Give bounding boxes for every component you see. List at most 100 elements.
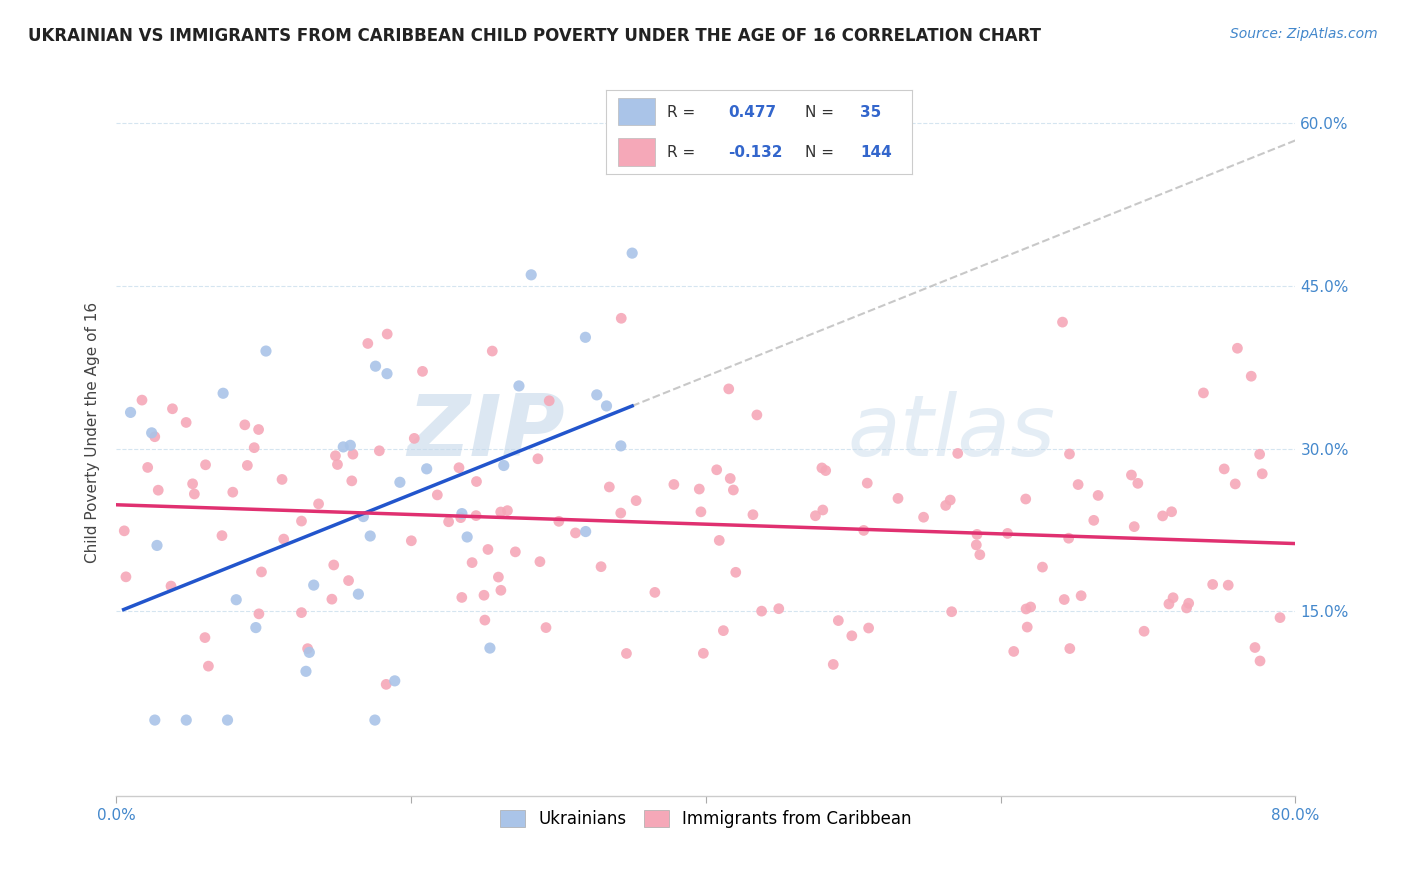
Point [1015, 602, 1038, 616]
Point [247, 607, 270, 621]
Point [852, 524, 875, 538]
Point [1177, 596, 1199, 610]
Point [1161, 591, 1184, 605]
Point [404, 431, 426, 445]
Point [1226, 341, 1249, 355]
Point [143, 430, 166, 444]
Text: UKRAINIAN VS IMMIGRANTS FROM CARIBBEAN CHILD POVERTY UNDER THE AGE OF 16 CORRELA: UKRAINIAN VS IMMIGRANTS FROM CARIBBEAN C… [28, 27, 1040, 45]
Point [250, 565, 273, 579]
Point [489, 505, 512, 519]
Point [610, 506, 633, 520]
Point [245, 621, 267, 635]
Point [450, 591, 472, 605]
Point [492, 458, 515, 473]
Point [935, 499, 957, 513]
Point [1002, 644, 1025, 658]
Point [222, 485, 245, 500]
Point [997, 526, 1019, 541]
Point [217, 713, 239, 727]
Point [197, 659, 219, 673]
Point [302, 578, 325, 592]
Point [352, 509, 374, 524]
Point [342, 447, 364, 461]
Point [724, 566, 747, 580]
Point [481, 344, 503, 359]
Point [401, 533, 423, 548]
Point [1160, 505, 1182, 519]
Text: atlas: atlas [848, 391, 1056, 474]
Point [478, 641, 501, 656]
Point [211, 528, 233, 542]
Point [1067, 477, 1090, 491]
Y-axis label: Child Poverty Under the Age of 16: Child Poverty Under the Age of 16 [86, 301, 100, 563]
Point [359, 529, 381, 543]
Point [174, 416, 197, 430]
Point [162, 401, 184, 416]
Point [946, 446, 969, 460]
Point [811, 503, 834, 517]
Point [474, 613, 496, 627]
Point [811, 461, 834, 475]
Point [194, 458, 217, 472]
Point [547, 514, 569, 528]
Point [1201, 577, 1223, 591]
Legend: Ukrainians, Immigrants from Caribbean: Ukrainians, Immigrants from Caribbean [494, 804, 918, 835]
Point [1244, 640, 1267, 655]
Point [112, 524, 135, 538]
Point [325, 449, 347, 463]
Point [1121, 468, 1143, 483]
Point [534, 621, 557, 635]
Point [718, 471, 741, 485]
Point [644, 585, 666, 599]
Point [308, 497, 330, 511]
Point [143, 713, 166, 727]
Point [610, 439, 633, 453]
Point [1123, 519, 1146, 533]
Point [339, 438, 361, 452]
Point [337, 574, 360, 588]
Point [887, 491, 910, 506]
Point [340, 474, 363, 488]
Point [529, 555, 551, 569]
Point [624, 493, 647, 508]
Point [290, 606, 312, 620]
Point [1268, 610, 1291, 624]
Point [692, 646, 714, 660]
Point [688, 482, 710, 496]
Point [326, 458, 349, 472]
Point [858, 621, 880, 635]
Point [456, 530, 478, 544]
Point [489, 583, 512, 598]
Point [146, 538, 169, 552]
Point [574, 330, 596, 344]
Point [368, 443, 391, 458]
Point [941, 605, 963, 619]
Point [827, 614, 849, 628]
Point [1225, 477, 1247, 491]
Point [136, 460, 159, 475]
Point [332, 440, 354, 454]
Point [322, 558, 344, 572]
Point [271, 472, 294, 486]
Point [1057, 531, 1080, 545]
Point [662, 477, 685, 491]
Point [1083, 513, 1105, 527]
Point [321, 592, 343, 607]
Point [450, 510, 472, 524]
Point [1249, 654, 1271, 668]
Point [1031, 560, 1053, 574]
Point [254, 344, 277, 359]
Point [461, 556, 484, 570]
Point [496, 503, 519, 517]
Point [610, 311, 633, 326]
Point [1052, 315, 1074, 329]
Point [120, 405, 142, 419]
Point [706, 463, 728, 477]
Point [160, 579, 183, 593]
Point [745, 408, 768, 422]
Point [690, 505, 713, 519]
Point [174, 713, 197, 727]
Point [1218, 578, 1240, 592]
Point [384, 673, 406, 688]
Point [804, 508, 827, 523]
